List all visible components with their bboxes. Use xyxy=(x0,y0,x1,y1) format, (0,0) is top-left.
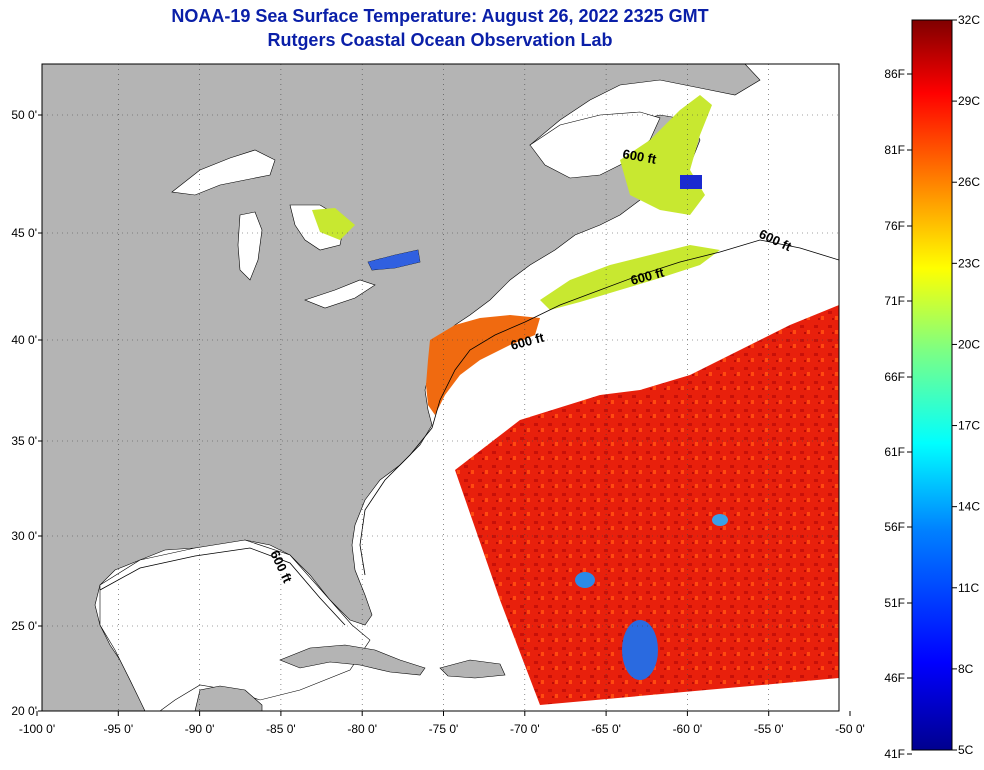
celsius-label: 14C xyxy=(958,500,980,514)
fahrenheit-label: 56F xyxy=(884,520,905,534)
latitude-tick-label: 40 0' xyxy=(11,333,37,347)
fahrenheit-label: 81F xyxy=(884,143,905,157)
fahrenheit-label: 76F xyxy=(884,219,905,233)
latitude-tick-label: 25 0' xyxy=(11,619,37,633)
cold-eddy xyxy=(622,620,658,680)
map-frame xyxy=(41,63,840,712)
celsius-label: 20C xyxy=(958,337,980,351)
yucatan-peninsula xyxy=(194,685,263,711)
lake-michigan xyxy=(237,211,263,281)
gulf-of-mexico xyxy=(99,539,371,711)
longitude-tick-label: -60 0' xyxy=(673,722,703,736)
contour-label: 600 ft xyxy=(621,146,658,167)
longitude-tick-label: -70 0' xyxy=(510,722,540,736)
map-area: 600 ft 600 ft 600 ft 600 ft 600 ft xyxy=(42,64,839,711)
celsius-label: 5C xyxy=(958,743,974,757)
lake-sst-patch-2 xyxy=(368,250,420,270)
longitude-tick-label: -80 0' xyxy=(347,722,377,736)
hispaniola-island xyxy=(439,659,506,679)
celsius-label: 17C xyxy=(958,419,980,433)
lake-superior xyxy=(171,149,276,196)
latitude-tick-label: 45 0' xyxy=(11,226,37,240)
latitude-axis: 50 0' 45 0' 40 0' 35 0' 30 0' 25 0' 20 0' xyxy=(11,108,42,718)
fahrenheit-label: 51F xyxy=(884,596,905,610)
longitude-tick-label: -95 0' xyxy=(103,722,133,736)
colorbar-celsius-labels: 32C 29C 26C 23C 20C 17C 14C 11C 8C 5C xyxy=(952,13,980,757)
latitude-tick-label: 30 0' xyxy=(11,529,37,543)
fahrenheit-label: 46F xyxy=(884,671,905,685)
fahrenheit-label: 41F xyxy=(884,747,905,761)
cloud-patch xyxy=(530,262,839,395)
colorbar xyxy=(911,19,953,751)
colorbar-fahrenheit-labels: 86F 81F 76F 71F 66F 61F 56F 51F 46F 41F xyxy=(884,67,912,761)
map-subtitle: Rutgers Coastal Ocean Observation Lab xyxy=(267,30,613,50)
longitude-tick-label: -55 0' xyxy=(754,722,784,736)
longitude-tick-label: -90 0' xyxy=(185,722,215,736)
latitude-tick-label: 35 0' xyxy=(11,434,37,448)
longitude-tick-label: -85 0' xyxy=(266,722,296,736)
celsius-label: 29C xyxy=(958,94,980,108)
cold-eddy xyxy=(712,514,728,526)
fahrenheit-label: 66F xyxy=(884,370,905,384)
fahrenheit-label: 71F xyxy=(884,294,905,308)
celsius-label: 11C xyxy=(958,581,979,595)
celsius-label: 23C xyxy=(958,256,980,270)
longitude-tick-label: -100 0' xyxy=(19,722,55,736)
sst-data-swath xyxy=(455,300,839,705)
contour-line-600ft xyxy=(431,239,839,429)
cuba-island xyxy=(279,644,426,676)
fahrenheit-label: 86F xyxy=(884,67,905,81)
cold-spot xyxy=(680,175,702,189)
gulf-of-maine-water xyxy=(540,245,720,310)
fahrenheit-label: 61F xyxy=(884,445,905,459)
contour-line-600ft-east xyxy=(359,427,433,576)
celsius-label: 32C xyxy=(958,13,980,27)
longitude-tick-label: -65 0' xyxy=(591,722,621,736)
lake-sst-patch xyxy=(312,208,355,240)
contour-line-600ft-gulf xyxy=(99,547,346,626)
longitude-tick-label: -75 0' xyxy=(429,722,459,736)
longitude-axis: -100 0' -95 0' -90 0' -85 0' -80 0' -75 0' -70… xyxy=(19,711,865,736)
lake-erie xyxy=(304,279,376,309)
celsius-label: 26C xyxy=(958,175,980,189)
shelf-warm-water xyxy=(426,315,540,415)
latitude-tick-label: 50 0' xyxy=(11,108,37,122)
longitude-tick-label: -50 0' xyxy=(835,722,865,736)
cold-eddy xyxy=(575,572,595,588)
celsius-label: 8C xyxy=(958,662,974,676)
latitude-tick-label: 20 0' xyxy=(11,704,37,718)
map-title: NOAA-19 Sea Surface Temperature: August … xyxy=(171,6,709,26)
